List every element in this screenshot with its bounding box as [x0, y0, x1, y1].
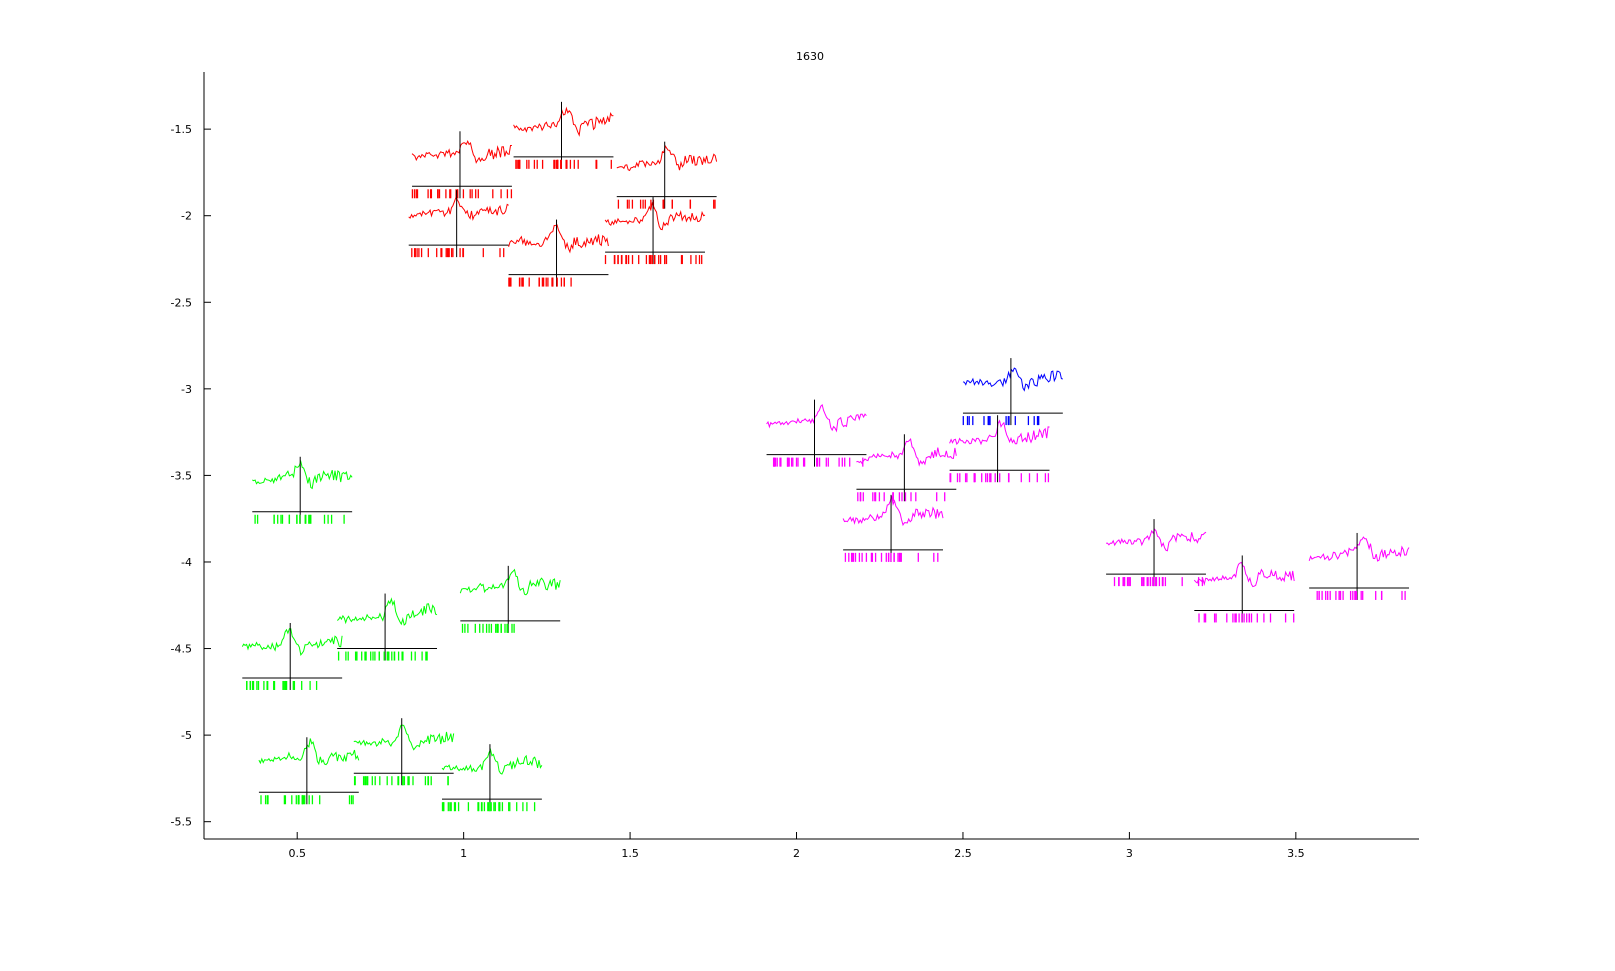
chart-title: 1630 [796, 50, 824, 63]
waveform-glyph [766, 399, 867, 467]
waveform-trace [411, 139, 512, 164]
waveform-glyph [336, 593, 438, 661]
waveform-glyph [408, 190, 509, 258]
waveform-glyph [241, 622, 343, 690]
waveform-glyph [616, 141, 718, 209]
waveform-glyph [1193, 555, 1295, 623]
waveform-trace [949, 419, 1050, 446]
waveform-trace [513, 106, 614, 137]
x-tick-label: 0.5 [288, 847, 306, 860]
waveform-trace [336, 597, 438, 626]
waveform-trace [766, 403, 867, 433]
waveform-trace [258, 738, 360, 766]
y-tick-label: -5 [181, 729, 192, 742]
y-tick-label: -5.5 [171, 816, 192, 829]
waveform-trace [408, 196, 509, 222]
y-tick-label: -4 [181, 556, 192, 569]
x-tick-label: 1.5 [621, 847, 639, 860]
waveform-glyph [258, 737, 360, 805]
waveform-trace [241, 628, 343, 657]
waveform-glyph [252, 456, 353, 524]
y-tick-label: -1.5 [171, 123, 192, 136]
waveform-trace [604, 201, 706, 231]
waveform-glyph [604, 197, 706, 265]
x-tick-label: 3.5 [1287, 847, 1305, 860]
axes: 0.5 1 1.5 2 2.5 3 3.5 -1.5 -2 -2.5 -3 -3.5 -4 -4.5 -5 -… [171, 72, 1419, 860]
waveform-glyph [842, 494, 944, 562]
waveform-trace [616, 144, 718, 172]
waveform-glyph [962, 358, 1063, 426]
y-tick-label: -3.5 [171, 469, 192, 482]
waveform-trace [353, 724, 455, 751]
x-tick-label: 2.5 [954, 847, 972, 860]
waveform-trace [1193, 561, 1295, 588]
waveform-trace [508, 224, 609, 254]
y-tick-label: -4.5 [171, 643, 192, 656]
plot-area [241, 101, 1410, 812]
x-tick-label: 2 [793, 847, 800, 860]
waveform-glyph [513, 101, 614, 169]
waveform-glyph [1106, 519, 1207, 587]
waveform-glyph [856, 434, 957, 502]
waveform-trace [441, 748, 543, 775]
waveform-trace [1308, 536, 1410, 562]
x-tick-label: 1 [460, 847, 467, 860]
waveform-glyph [459, 565, 561, 633]
waveform-trace [842, 495, 944, 527]
waveform-glyph [1308, 532, 1410, 600]
y-tick-label: -2 [181, 210, 192, 223]
waveform-trace [962, 367, 1063, 392]
x-tick-label: 3 [1126, 847, 1133, 860]
waveform-trace [1106, 528, 1207, 552]
waveform-glyph [353, 718, 455, 786]
waveform-trace [856, 438, 957, 467]
waveform-trace [252, 459, 353, 490]
waveform-glyph [441, 744, 543, 812]
waveform-glyph [949, 415, 1050, 483]
waveform-glyph [508, 219, 609, 287]
y-tick-label: -2.5 [171, 296, 192, 309]
y-tick-label: -3 [181, 383, 192, 396]
waveform-trace [459, 568, 561, 596]
waveform-glyph [411, 131, 513, 199]
